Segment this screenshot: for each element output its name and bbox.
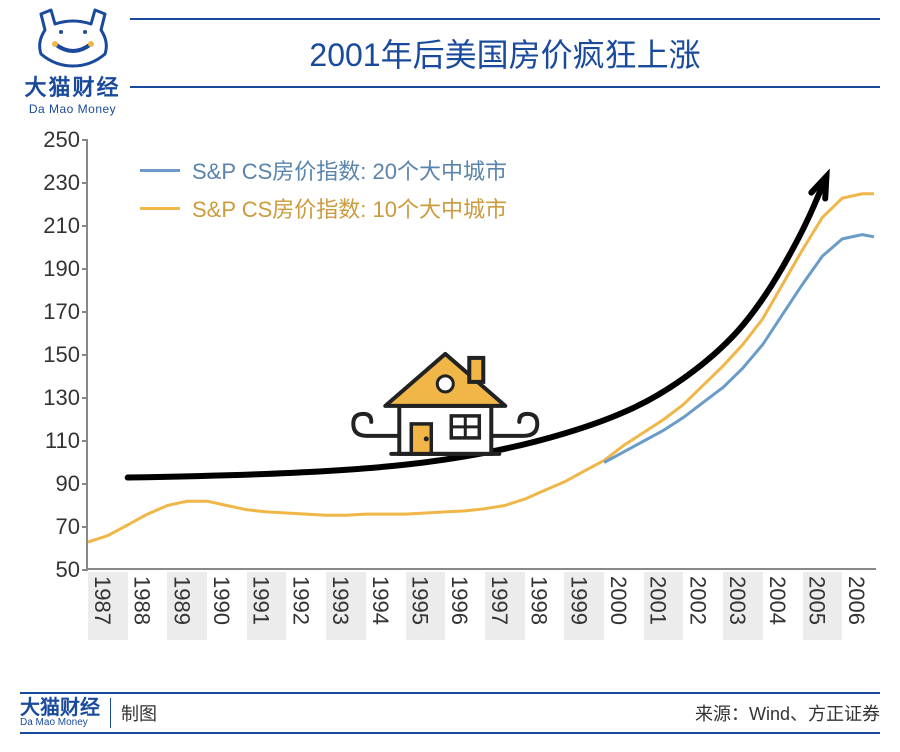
- footer-band: 大猫财经 Da Mao Money 制图 来源：Wind、方正证券: [20, 692, 880, 734]
- chart-title: 2001年后美国房价疯狂上涨: [309, 30, 700, 76]
- x-tick-label: 1998: [526, 568, 552, 625]
- x-tick-label: 1988: [129, 568, 155, 625]
- x-tick-label: 2001: [645, 568, 671, 625]
- x-tick-label: 1997: [486, 568, 512, 625]
- brand-name-cn: 大猫财经: [15, 70, 130, 102]
- legend-row: S&P CS房价指数: 20个大中城市: [140, 154, 507, 186]
- x-tick-label: 2002: [684, 568, 710, 625]
- x-tick-label: 2006: [843, 568, 869, 625]
- x-tick-label: 1991: [248, 568, 274, 625]
- x-tick-label: 1993: [327, 568, 353, 625]
- legend-swatch: [140, 207, 180, 210]
- brand-name-en: Da Mao Money: [15, 102, 130, 116]
- x-tick-label: 1999: [565, 568, 591, 625]
- footer-brand-en: Da Mao Money: [20, 718, 100, 728]
- footer-left: 大猫财经 Da Mao Money 制图: [20, 698, 157, 728]
- x-tick-label: 1996: [446, 568, 472, 625]
- x-tick-label: 1992: [287, 568, 313, 625]
- legend-label: S&P CS房价指数: 20个大中城市: [192, 154, 507, 186]
- footer-source: 来源：Wind、方正证券: [695, 700, 880, 726]
- x-tick-label: 1987: [89, 568, 115, 625]
- brand-logo: 大猫财经 Da Mao Money: [15, 8, 130, 116]
- x-tick-label: 1990: [208, 568, 234, 625]
- x-tick-label: 2000: [605, 568, 631, 625]
- x-tick-label: 1989: [168, 568, 194, 625]
- house-icon: [353, 354, 537, 454]
- footer-brand-cn: 大猫财经: [20, 697, 100, 719]
- legend: S&P CS房价指数: 20个大中城市 S&P CS房价指数: 10个大中城市: [140, 154, 507, 230]
- x-tick-label: 1994: [367, 568, 393, 625]
- legend-label: S&P CS房价指数: 10个大中城市: [192, 192, 507, 224]
- x-tick-label: 2003: [724, 568, 750, 625]
- title-band: 2001年后美国房价疯狂上涨: [130, 18, 880, 88]
- x-tick-label: 1995: [406, 568, 432, 625]
- legend-row: S&P CS房价指数: 10个大中城市: [140, 192, 507, 224]
- footer-left-label: 制图: [121, 700, 157, 726]
- legend-swatch: [140, 169, 180, 172]
- x-tick-label: 2004: [764, 568, 790, 625]
- x-tick-label: 2005: [803, 568, 829, 625]
